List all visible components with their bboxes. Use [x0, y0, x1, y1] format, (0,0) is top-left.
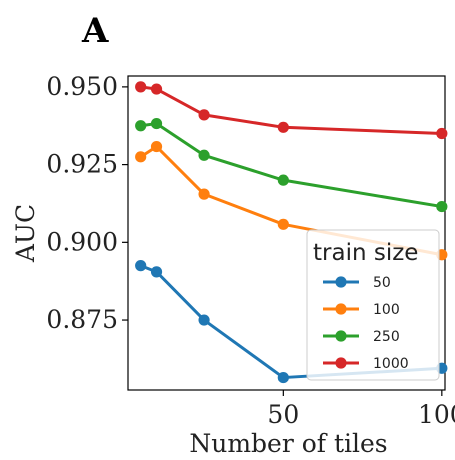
legend-box	[306, 229, 440, 381]
series-line	[140, 122, 443, 209]
data-point	[198, 149, 210, 161]
data-point	[135, 81, 147, 93]
legend-item: 250	[323, 329, 400, 345]
x-tick-label: 50	[267, 400, 299, 429]
legend-label: 250	[373, 329, 400, 345]
x-axis-ticks: 50 100	[267, 390, 455, 429]
data-point	[135, 151, 147, 163]
data-point	[436, 200, 448, 213]
series-250	[135, 117, 448, 213]
data-point	[198, 188, 210, 200]
x-tick-label: 100	[418, 400, 455, 429]
legend-item: 50	[323, 275, 391, 291]
data-point	[277, 371, 289, 384]
y-tick-label: 0.925	[46, 150, 118, 179]
series-line	[140, 85, 442, 136]
data-point	[135, 260, 147, 272]
plot-area	[127, 75, 446, 391]
legend-item: 1000	[323, 356, 409, 372]
legend-item: 100	[323, 302, 400, 318]
x-axis-label: Number of tiles	[189, 429, 387, 458]
panel-label: A	[81, 11, 109, 51]
y-axis-ticks: 0.875 0.900 0.925 0.950	[46, 72, 128, 334]
data-point	[198, 109, 210, 121]
y-tick-label: 0.875	[46, 305, 118, 334]
legend: train size 50 100 250 1000	[306, 229, 440, 381]
legend-swatch-marker	[335, 303, 347, 315]
legend-items: 50 100 250 1000	[323, 275, 409, 372]
legend-swatch-marker	[335, 357, 347, 369]
legend-title: train size	[313, 240, 418, 266]
data-point	[277, 174, 289, 186]
data-point	[436, 127, 448, 140]
data-point	[150, 117, 163, 130]
legend-swatch-marker	[335, 276, 347, 288]
data-point	[277, 218, 289, 230]
legend-label: 1000	[373, 356, 409, 372]
y-tick-label: 0.900	[46, 227, 118, 256]
data-point	[198, 314, 210, 326]
data-point	[150, 140, 163, 153]
legend-label: 50	[373, 275, 391, 291]
y-tick-label: 0.950	[46, 72, 118, 101]
axes-frame	[127, 75, 446, 391]
data-point	[150, 83, 163, 95]
legend-swatch-marker	[335, 330, 347, 342]
legend-label: 100	[373, 302, 400, 318]
data-point	[277, 121, 289, 133]
y-axis-label: AUC	[11, 204, 40, 263]
data-point	[135, 120, 147, 132]
series-1000	[135, 81, 448, 140]
data-point	[150, 266, 163, 278]
